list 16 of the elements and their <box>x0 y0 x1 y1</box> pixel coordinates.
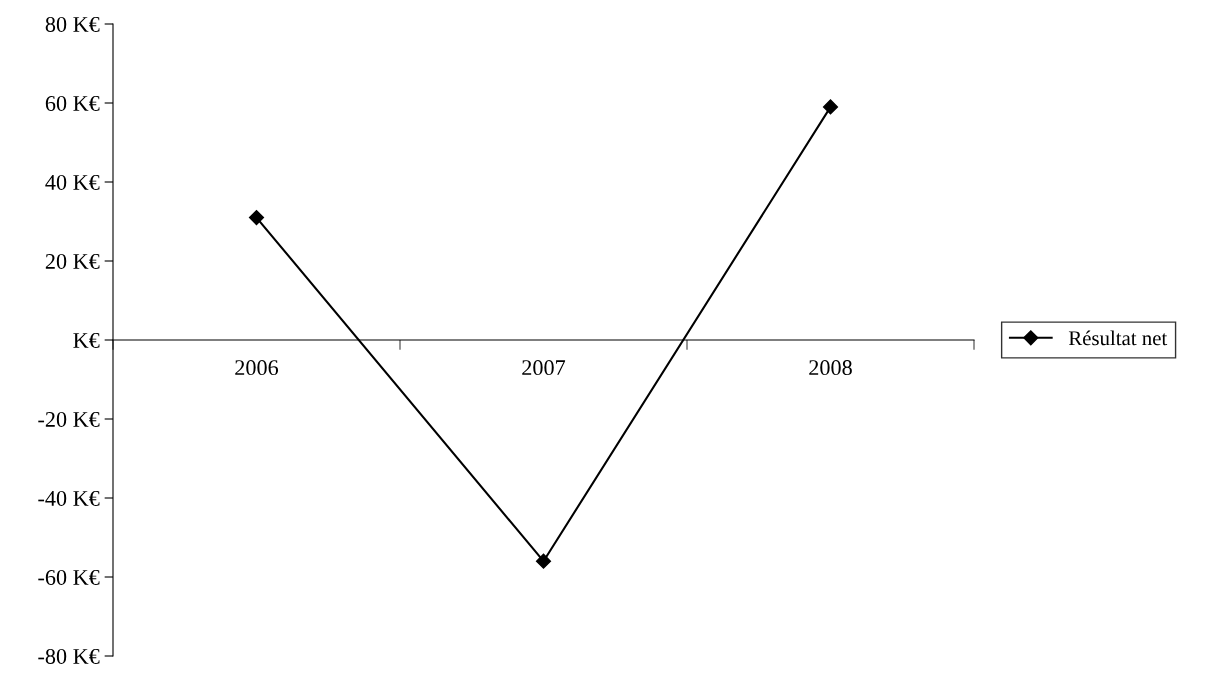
x-tick-label: 2008 <box>809 360 852 376</box>
y-tick-label: 40 K€ <box>45 174 100 190</box>
x-tick-label: 2007 <box>522 360 566 376</box>
y-tick-label: 20 K€ <box>45 253 100 269</box>
point <box>535 553 552 569</box>
legend-label: Résultat net <box>1068 330 1168 346</box>
y-tick-label: -60 K€ <box>38 569 100 585</box>
y-tick-label: -40 K€ <box>38 490 100 506</box>
point <box>822 99 839 115</box>
y-tick-label: -20 K€ <box>38 411 100 427</box>
y-tick-label: 80 K€ <box>45 16 100 32</box>
x-tick-label: 2006 <box>235 360 279 376</box>
y-tick-label: 60 K€ <box>45 95 100 111</box>
y-tick-label: -80 K€ <box>38 648 100 664</box>
y-tick-label: K€ <box>73 332 100 348</box>
point <box>248 209 265 226</box>
